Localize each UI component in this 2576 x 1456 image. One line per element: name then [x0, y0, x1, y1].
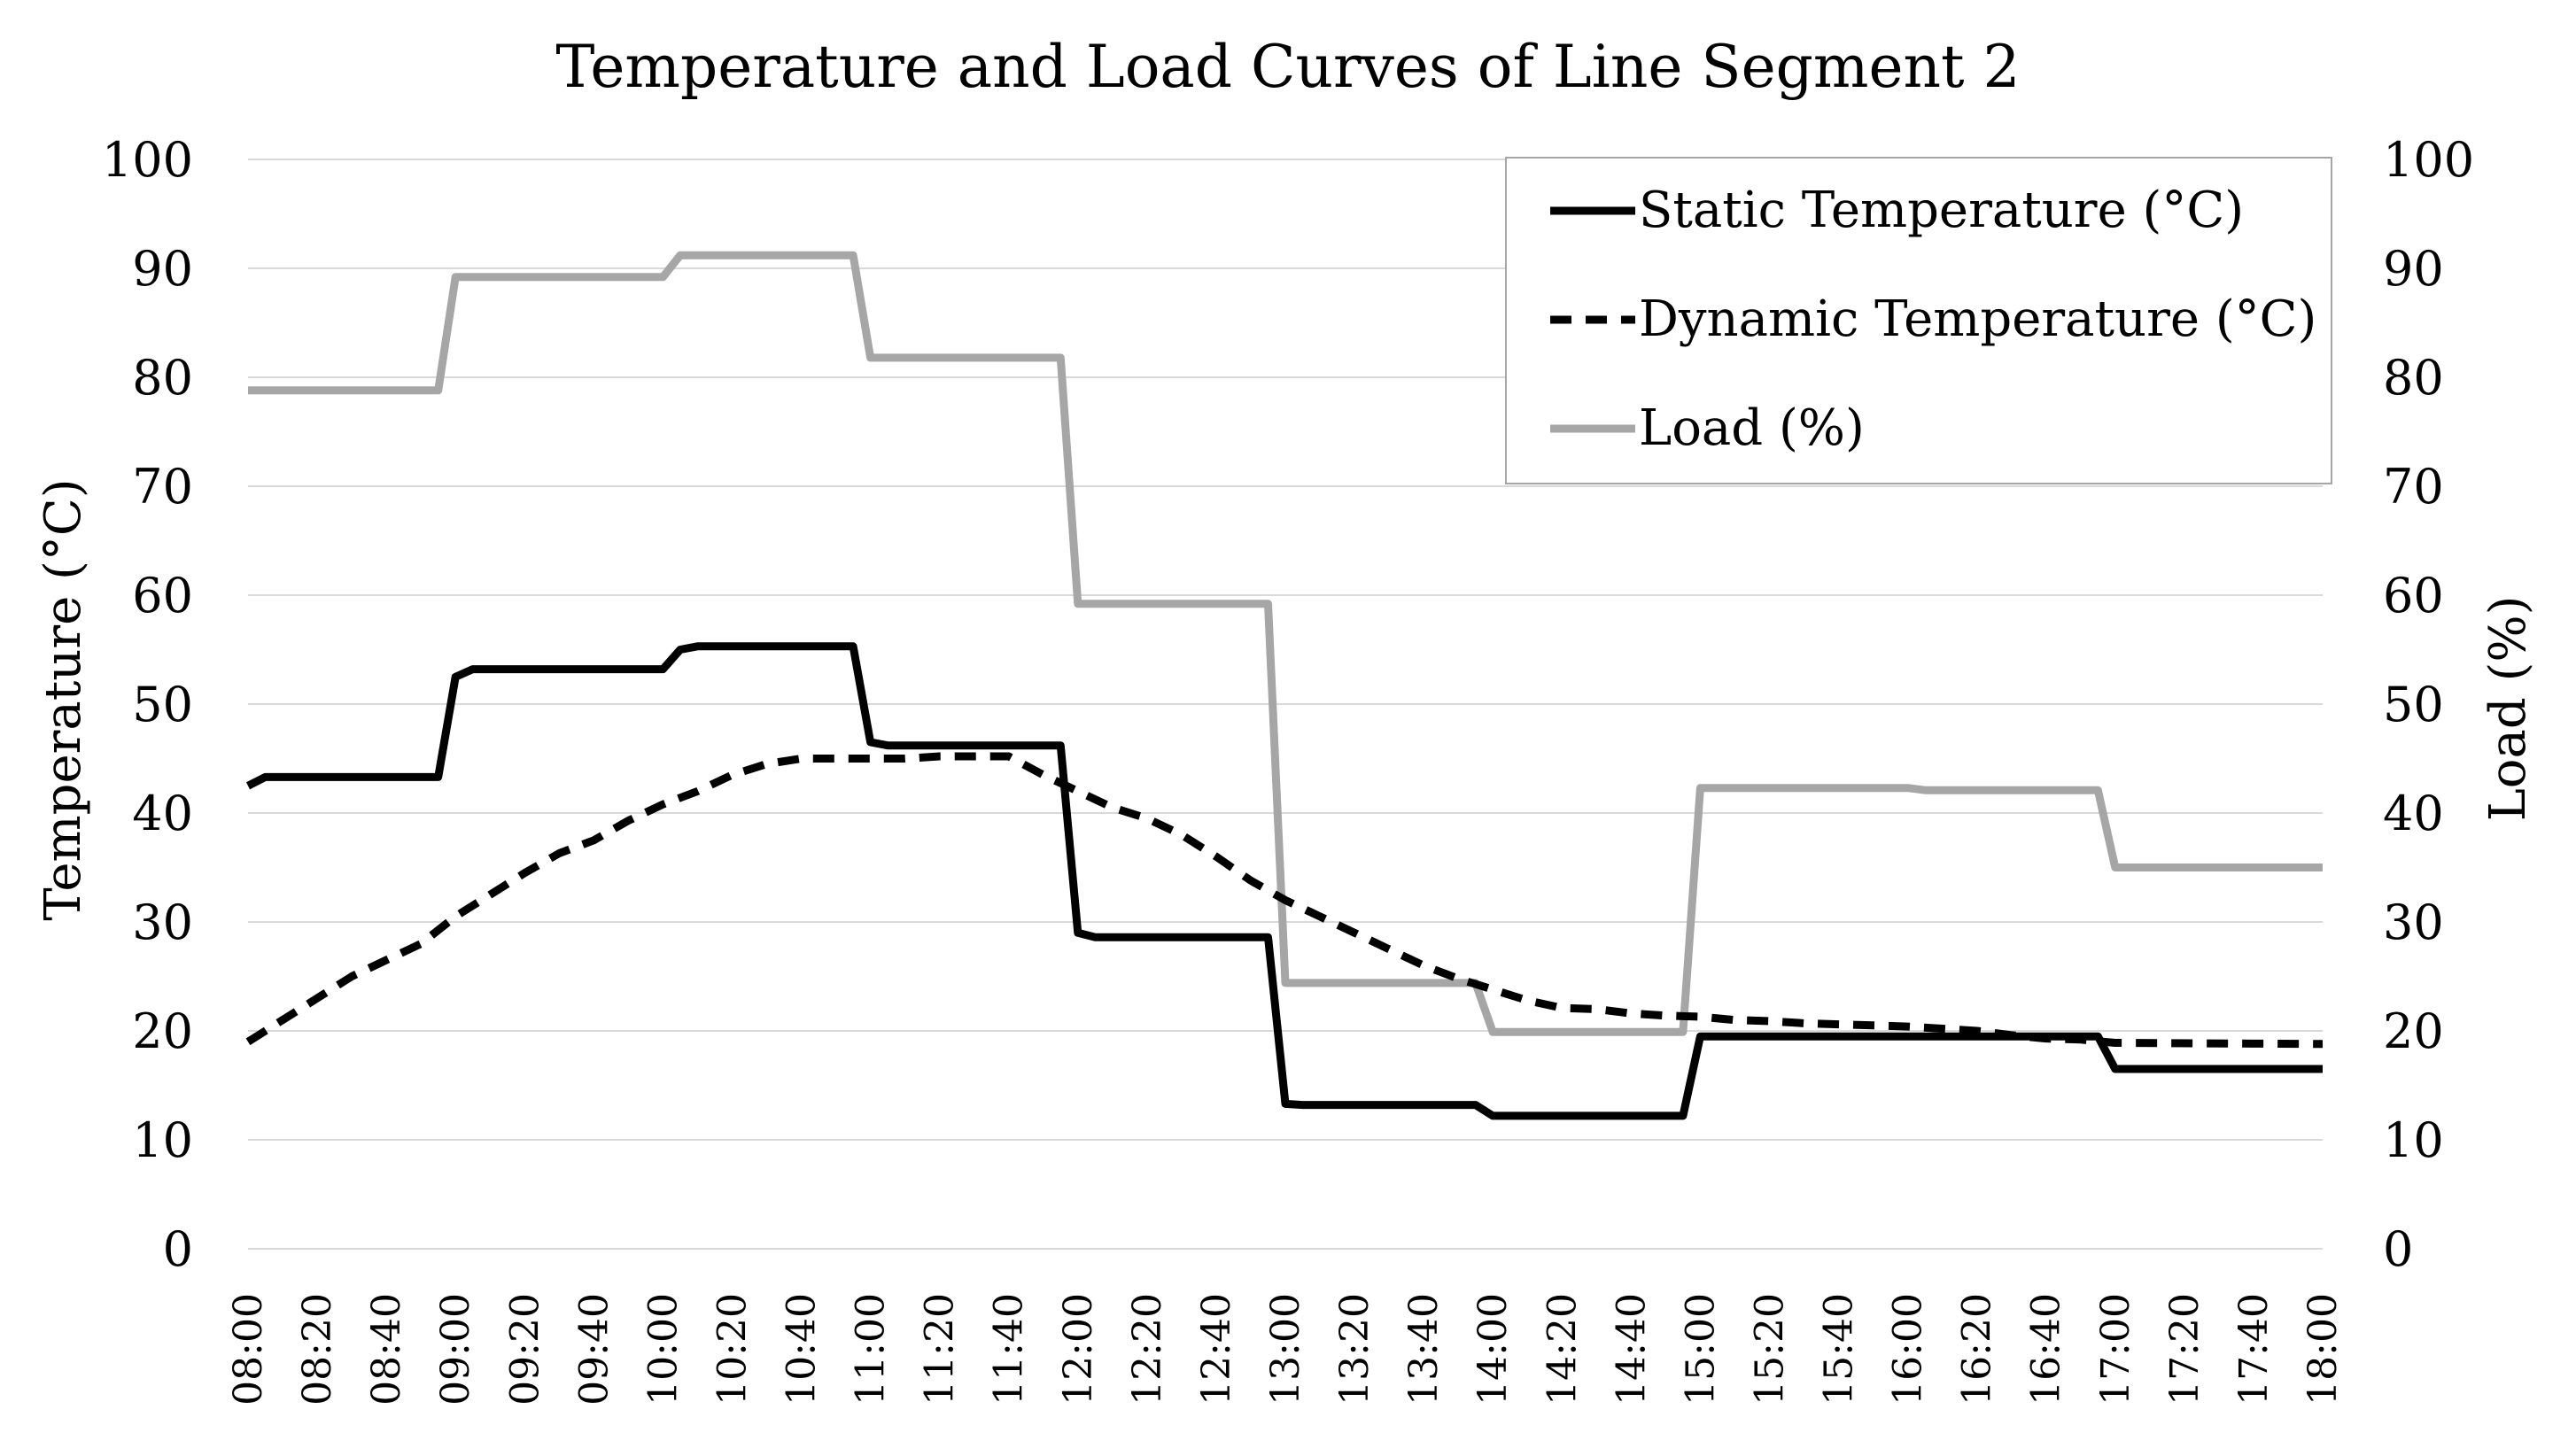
- left-y-tick-label: 30: [132, 895, 193, 950]
- x-tick-label: 08:00: [226, 1293, 271, 1406]
- x-tick-label: 09:20: [502, 1293, 547, 1406]
- x-tick-label: 11:00: [849, 1293, 894, 1406]
- x-tick-label: 13:40: [1401, 1293, 1447, 1406]
- chart-title: Temperature and Load Curves of Line Segm…: [555, 33, 2020, 101]
- series-line-dynamic-temperature-c: [245, 752, 2324, 1049]
- x-tick-label: 14:00: [1470, 1293, 1516, 1406]
- x-tick-label: 16:20: [1955, 1293, 2000, 1406]
- right-y-tick-label: 20: [2383, 1003, 2444, 1059]
- left-y-tick-label: 10: [132, 1112, 193, 1168]
- right-y-tick-label: 50: [2383, 677, 2444, 732]
- left-y-tick-label: 90: [132, 241, 193, 297]
- right-y-tick-label: 40: [2383, 786, 2444, 841]
- left-y-tick-label: 100: [102, 132, 193, 188]
- x-tick-label: 15:40: [1817, 1293, 1862, 1406]
- x-tick-label: 12:00: [1056, 1293, 1101, 1406]
- x-tick-label: 18:00: [2301, 1293, 2346, 1406]
- x-tick-label: 08:40: [364, 1293, 409, 1406]
- right-y-tick-label: 30: [2383, 895, 2444, 950]
- right-y-tick-label: 60: [2383, 568, 2444, 623]
- x-tick-label: 17:40: [2231, 1293, 2277, 1406]
- x-tick-label: 12:20: [1125, 1293, 1170, 1406]
- x-tick-label: 10:40: [780, 1293, 825, 1406]
- left-y-tick-label: 0: [163, 1221, 193, 1277]
- right-y-tick-label: 100: [2383, 132, 2474, 188]
- x-tick-label: 16:40: [2024, 1293, 2069, 1406]
- right-y-tick-label: 10: [2383, 1112, 2444, 1168]
- legend-label-static-temperature: Static Temperature (°C): [1639, 182, 2244, 239]
- x-tick-label: 17:20: [2162, 1293, 2207, 1406]
- x-tick-label: 15:20: [1747, 1293, 1792, 1406]
- series-line-static-temperature-c: [245, 642, 2323, 1120]
- x-tick-label: 15:00: [1678, 1293, 1723, 1406]
- x-tick-label: 10:20: [710, 1293, 755, 1406]
- right-y-axis-label: Load (%): [2479, 596, 2537, 822]
- right-y-axis-ticks: 0 10 20 30 40 50 60 70 80 90 100: [2383, 132, 2474, 1277]
- x-tick-label: 09:00: [433, 1293, 478, 1406]
- x-tick-label: 13:00: [1263, 1293, 1308, 1406]
- x-tick-label: 12:40: [1194, 1293, 1239, 1406]
- x-tick-label: 14:20: [1540, 1293, 1585, 1406]
- left-y-tick-label: 50: [132, 677, 193, 732]
- x-tick-label: 11:20: [918, 1293, 963, 1406]
- right-y-tick-label: 0: [2383, 1221, 2413, 1277]
- series-line-load: [248, 251, 2323, 1036]
- x-tick-label: 10:00: [640, 1293, 686, 1406]
- x-tick-label: 13:20: [1332, 1293, 1377, 1406]
- left-y-axis-ticks: 0 10 20 30 40 50 60 70 80 90 100: [102, 132, 193, 1277]
- x-tick-label: 08:20: [295, 1293, 340, 1406]
- series-lines: [245, 251, 2324, 1120]
- legend-label-load: Load (%): [1639, 399, 1865, 457]
- right-y-tick-label: 90: [2383, 241, 2444, 297]
- legend-label-dynamic-temperature: Dynamic Temperature (°C): [1639, 290, 2316, 348]
- x-axis-ticks: 08:00 08:20 08:40 09:00 09:20 09:40 10:00 10:20…: [226, 1293, 2346, 1406]
- left-y-tick-label: 40: [132, 786, 193, 841]
- right-y-tick-label: 70: [2383, 459, 2444, 515]
- legend-box: [1505, 157, 2332, 484]
- x-tick-label: 17:00: [2093, 1293, 2138, 1406]
- right-y-tick-label: 80: [2383, 350, 2444, 406]
- legend: Static Temperature (°C) Dynamic Temperat…: [1505, 157, 2332, 484]
- x-tick-label: 14:40: [1609, 1293, 1654, 1406]
- left-y-tick-label: 60: [132, 568, 193, 623]
- left-y-axis-label: Temperature (°C): [35, 478, 92, 920]
- x-tick-label: 09:40: [571, 1293, 617, 1406]
- x-tick-label: 11:40: [987, 1293, 1032, 1406]
- left-y-tick-label: 80: [132, 350, 193, 406]
- left-y-tick-label: 70: [132, 459, 193, 515]
- x-tick-label: 16:00: [1886, 1293, 1931, 1406]
- left-y-tick-label: 20: [132, 1003, 193, 1059]
